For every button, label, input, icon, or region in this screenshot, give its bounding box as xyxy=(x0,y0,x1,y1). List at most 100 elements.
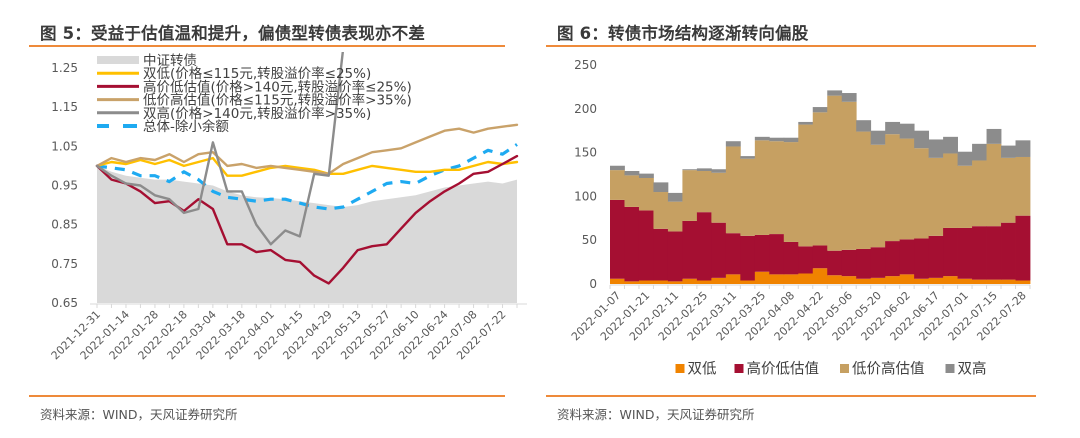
bar-segment-high-price-low-val xyxy=(769,234,785,275)
bar-segment-high-price-low-val xyxy=(827,250,843,276)
bar-segment-double-high xyxy=(972,143,987,161)
bar-segment-low-price-high-val xyxy=(798,124,814,247)
bar-segment-double-low xyxy=(667,281,683,284)
bar-segment-high-price-low-val xyxy=(754,234,770,272)
source-note: 资料来源：WIND，天风证券研究所 xyxy=(557,407,755,422)
bar-segment-low-price-high-val xyxy=(1015,156,1031,216)
bar-segment-double-low xyxy=(943,276,958,284)
bar-segment-low-price-high-val xyxy=(783,142,799,242)
bar-segment-double-low xyxy=(1001,279,1016,284)
source-note: 资料来源：WIND，天风证券研究所 xyxy=(40,407,238,422)
legend-item: 双低 xyxy=(675,361,717,378)
y-tick-label: 200 xyxy=(574,102,597,116)
y-tick-label: 0.65 xyxy=(51,296,78,310)
bar-segment-double-low xyxy=(682,278,698,284)
bar-segment-high-price-low-val xyxy=(740,235,756,281)
bar-segment-double-low xyxy=(841,276,857,284)
bar-segment-double-high xyxy=(610,165,625,171)
source-divider xyxy=(29,395,505,397)
bar-segment-high-price-low-val xyxy=(856,248,872,279)
legend-swatch xyxy=(734,364,744,373)
bar-segment-high-price-low-val xyxy=(725,233,741,275)
legend-item: 高价低估值(价格>140元,转股溢价率≤25%) xyxy=(97,78,412,95)
bar-segment-high-price-low-val xyxy=(957,227,973,279)
bar-segment-double-low xyxy=(783,274,799,284)
legend-label: 中证转债 xyxy=(143,53,197,69)
series-line-high-price-low-val xyxy=(95,154,519,285)
bar-segment-double-high xyxy=(798,121,814,125)
y-tick-label: 1.25 xyxy=(51,61,78,75)
y-tick-label: 50 xyxy=(582,233,597,247)
bar-segment-low-price-high-val xyxy=(653,192,669,229)
legend-label: 双低 xyxy=(688,361,717,378)
y-tick-label: 0.95 xyxy=(51,179,78,193)
legend-label: 双低(价格≤115元,转股溢价率≤25%) xyxy=(143,65,371,82)
bar-segment-high-price-low-val xyxy=(972,226,987,280)
bar-segment-double-low xyxy=(885,276,901,284)
bar-segment-double-high xyxy=(957,151,973,166)
bar-segment-double-low xyxy=(957,278,973,284)
bar-segment-double-low xyxy=(1015,280,1031,284)
bar-segment-double-high xyxy=(870,130,886,145)
bar-segment-high-price-low-val xyxy=(885,241,901,277)
bar-segment-double-low xyxy=(856,278,872,284)
legend-label: 双高(价格>140元,转股溢价率>35%) xyxy=(143,105,371,122)
bar-segment-low-price-high-val xyxy=(682,170,698,221)
bar-segment-double-high xyxy=(812,107,828,113)
figure-5-title: 图 5：受益于估值温和提升，偏债型转债表现亦不差 xyxy=(40,24,426,43)
y-tick-label: 0.75 xyxy=(51,257,78,271)
bar-segment-double-low xyxy=(870,277,886,284)
bar-segment-low-price-high-val xyxy=(812,112,828,246)
series-line-low-price-high-val xyxy=(95,123,519,175)
bar-segment-high-price-low-val xyxy=(798,246,814,274)
legend-label: 低价高估值 xyxy=(852,361,925,378)
bar-segment-low-price-high-val xyxy=(972,160,987,227)
bar-segment-low-price-high-val xyxy=(870,144,886,248)
bar-segment-high-price-low-val xyxy=(610,199,625,279)
bar-segment-low-price-high-val xyxy=(638,178,654,211)
source-divider xyxy=(546,395,1036,397)
bar-segment-double-high xyxy=(1001,145,1016,158)
bar-segment-double-high xyxy=(856,120,872,132)
y-tick-label: 250 xyxy=(574,58,597,72)
bar-segment-double-high xyxy=(841,93,857,102)
bar-segment-high-price-low-val xyxy=(1015,215,1031,281)
bar-segment-high-price-low-val xyxy=(1001,222,1016,280)
bar-segment-low-price-high-val xyxy=(624,175,640,207)
bar-segment-double-high xyxy=(783,137,799,143)
legend-item: 双高(价格>140元,转股溢价率>35%) xyxy=(97,105,371,122)
bar-segment-double-high xyxy=(667,192,683,202)
bar-segment-high-price-low-val xyxy=(841,249,857,277)
bar-segment-double-high xyxy=(682,169,698,171)
bar-segment-double-high xyxy=(943,136,958,154)
bar-segment-double-low xyxy=(928,277,944,284)
bar-segment-low-price-high-val xyxy=(899,138,915,240)
bar-segment-double-high xyxy=(928,139,944,158)
bar-segment-double-low xyxy=(624,281,640,284)
series-line-double-low xyxy=(95,156,519,177)
bar-segment-high-price-low-val xyxy=(667,231,683,282)
bar-segment-double-high xyxy=(638,173,654,178)
y-tick-label: 0 xyxy=(589,277,597,291)
bar-segment-high-price-low-val xyxy=(914,238,930,279)
bar-segment-low-price-high-val xyxy=(769,141,785,235)
bar-segment-low-price-high-val xyxy=(696,171,712,213)
legend-swatch xyxy=(840,364,849,373)
y-tick-label: 1.05 xyxy=(51,139,78,153)
bar-segment-double-low xyxy=(972,279,987,284)
bar-segment-double-low xyxy=(653,280,669,284)
figure-6-title: 图 6：转债市场结构逐渐转向偏股 xyxy=(557,24,809,43)
y-tick-label: 100 xyxy=(574,189,597,203)
bar-segment-low-price-high-val xyxy=(885,134,901,242)
bar-segment-double-high xyxy=(653,182,669,193)
title-divider xyxy=(29,45,505,47)
series-line-double-high xyxy=(95,52,344,246)
bar-segment-double-low xyxy=(986,279,1002,284)
legend-item: 总体-除小余额 xyxy=(97,118,229,135)
bar-segment-double-high xyxy=(899,123,915,139)
bar-segment-low-price-high-val xyxy=(928,157,944,236)
y-tick-label: 0.85 xyxy=(51,218,78,232)
bar-segment-low-price-high-val xyxy=(740,158,756,236)
legend-item: 双高 xyxy=(945,361,987,378)
figure-5-panel: 图 5：受益于估值温和提升，偏债型转债表现亦不差 1.25 1.15 1.05 0.9… xyxy=(29,24,527,422)
